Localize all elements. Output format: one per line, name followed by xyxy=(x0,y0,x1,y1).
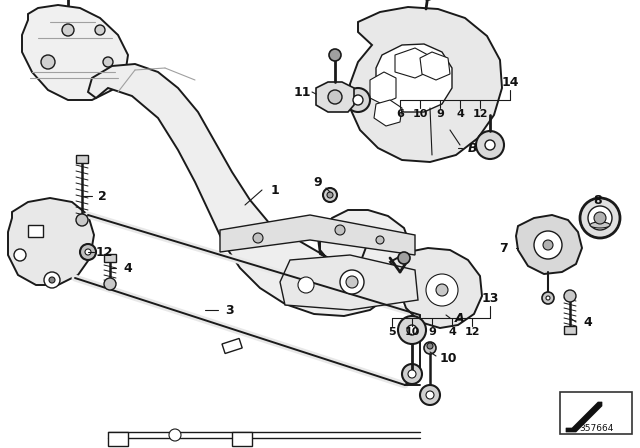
Circle shape xyxy=(407,325,417,335)
Polygon shape xyxy=(220,215,415,255)
Circle shape xyxy=(104,278,116,290)
Circle shape xyxy=(85,249,91,255)
Text: 7: 7 xyxy=(500,241,508,254)
Circle shape xyxy=(298,277,314,293)
Text: 6: 6 xyxy=(396,109,404,119)
Circle shape xyxy=(427,343,433,349)
Text: B: B xyxy=(467,142,477,155)
Polygon shape xyxy=(22,5,128,100)
Text: 9: 9 xyxy=(314,176,323,189)
Circle shape xyxy=(44,272,60,288)
Text: 4: 4 xyxy=(456,109,464,119)
Text: 1: 1 xyxy=(271,184,280,197)
Circle shape xyxy=(62,24,74,36)
Circle shape xyxy=(398,316,426,344)
Circle shape xyxy=(534,231,562,259)
Circle shape xyxy=(402,364,422,384)
Bar xyxy=(104,254,116,262)
Text: A: A xyxy=(455,311,465,324)
Bar xyxy=(560,392,632,434)
Text: 9: 9 xyxy=(436,109,444,119)
Circle shape xyxy=(408,370,416,378)
Circle shape xyxy=(41,55,55,69)
Polygon shape xyxy=(420,52,450,80)
Polygon shape xyxy=(370,72,396,104)
Circle shape xyxy=(328,90,342,104)
Text: 10: 10 xyxy=(439,352,457,365)
Text: 3: 3 xyxy=(226,303,234,316)
Text: 12: 12 xyxy=(472,109,488,119)
Text: 13: 13 xyxy=(481,292,499,305)
Circle shape xyxy=(80,244,96,260)
Circle shape xyxy=(340,270,364,294)
Polygon shape xyxy=(566,402,602,432)
Circle shape xyxy=(542,292,554,304)
Text: 14: 14 xyxy=(501,76,519,89)
Text: 4: 4 xyxy=(448,327,456,337)
Text: 11: 11 xyxy=(293,86,311,99)
Circle shape xyxy=(76,214,88,226)
Polygon shape xyxy=(8,198,94,285)
Bar xyxy=(564,326,576,334)
Circle shape xyxy=(14,249,26,261)
Circle shape xyxy=(580,198,620,238)
Bar xyxy=(222,338,242,353)
Polygon shape xyxy=(280,255,418,310)
Circle shape xyxy=(335,225,345,235)
Circle shape xyxy=(424,342,436,354)
Circle shape xyxy=(476,131,504,159)
Polygon shape xyxy=(395,48,428,78)
Polygon shape xyxy=(390,248,482,328)
Circle shape xyxy=(346,88,370,112)
Circle shape xyxy=(103,57,113,67)
Polygon shape xyxy=(88,64,412,316)
Text: 2: 2 xyxy=(98,190,106,202)
Circle shape xyxy=(49,277,55,283)
Text: 357664: 357664 xyxy=(579,423,613,432)
Text: 9: 9 xyxy=(428,327,436,337)
Text: 8: 8 xyxy=(594,194,602,207)
Circle shape xyxy=(95,25,105,35)
Circle shape xyxy=(346,276,358,288)
Circle shape xyxy=(323,188,337,202)
Bar xyxy=(76,155,88,163)
Circle shape xyxy=(426,274,458,306)
Circle shape xyxy=(376,236,384,244)
Text: 12: 12 xyxy=(95,246,113,258)
Circle shape xyxy=(327,192,333,198)
Text: 4: 4 xyxy=(584,315,593,328)
Text: 5: 5 xyxy=(388,327,396,337)
Text: 10: 10 xyxy=(412,109,428,119)
Polygon shape xyxy=(516,215,582,274)
Polygon shape xyxy=(376,44,452,112)
Polygon shape xyxy=(350,7,502,162)
Circle shape xyxy=(353,95,363,105)
Circle shape xyxy=(329,49,341,61)
Circle shape xyxy=(564,290,576,302)
Circle shape xyxy=(543,240,553,250)
Text: 10: 10 xyxy=(404,327,420,337)
Polygon shape xyxy=(316,82,354,112)
Circle shape xyxy=(426,391,434,399)
Circle shape xyxy=(588,206,612,230)
Circle shape xyxy=(253,233,263,243)
Circle shape xyxy=(420,385,440,405)
Text: 12: 12 xyxy=(464,327,480,337)
Bar xyxy=(108,432,128,446)
Ellipse shape xyxy=(590,222,610,228)
Text: 4: 4 xyxy=(124,262,132,275)
Circle shape xyxy=(485,140,495,150)
Circle shape xyxy=(594,212,606,224)
Bar xyxy=(232,432,252,446)
Circle shape xyxy=(546,296,550,300)
Circle shape xyxy=(398,252,410,264)
Bar xyxy=(28,225,43,237)
Circle shape xyxy=(436,284,448,296)
Circle shape xyxy=(169,429,181,441)
Polygon shape xyxy=(374,100,402,126)
